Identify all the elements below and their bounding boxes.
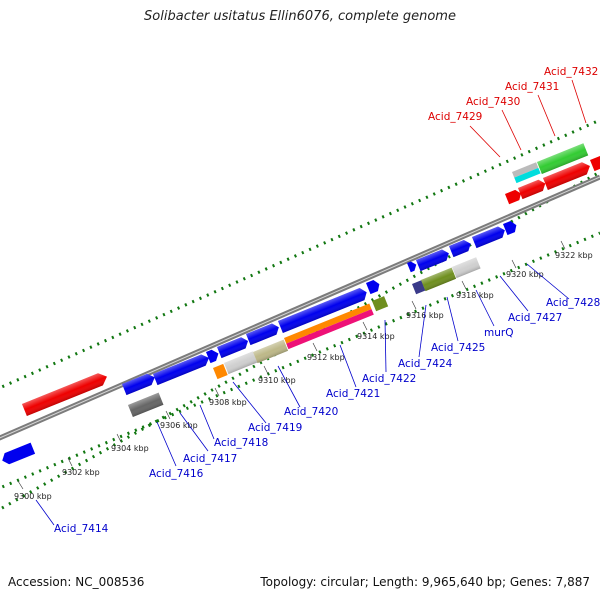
gene-label: Acid_7432 — [544, 66, 598, 78]
gene-label: Acid_7431 — [505, 81, 559, 93]
gene-block — [412, 280, 426, 295]
gene-block — [286, 309, 374, 350]
gene-label: Acid_7430 — [466, 96, 520, 108]
gene-label: murQ — [484, 327, 513, 339]
gene-label: Acid_7418 — [214, 437, 268, 449]
genome-backbone — [0, 174, 600, 441]
topology-text: Topology: circular; Length: 9,965,640 bp… — [260, 575, 590, 589]
gene-block — [372, 296, 389, 312]
label-leader-lines — [35, 79, 587, 526]
reverse-strand-genes — [2, 442, 36, 465]
gene-label: Acid_7428 — [546, 297, 600, 309]
map-title: Solibacter usitatus Ellin6076, complete … — [144, 9, 456, 24]
gene-label: Acid_7429 — [428, 111, 482, 123]
scale-tick-label: 9320 kbp — [506, 270, 544, 279]
scale-tick-label: 9300 kbp — [14, 492, 52, 501]
gene-labels: Acid_7414 Acid_7416 Acid_7417 Acid_7418 … — [54, 66, 600, 535]
gene-label: Acid_7424 — [398, 358, 453, 370]
gene-label: Acid_7417 — [183, 453, 237, 465]
tick-tracks — [0, 118, 600, 511]
gene-arrow — [407, 261, 417, 273]
gene-label: Acid_7422 — [362, 373, 416, 385]
gene-block — [511, 162, 539, 178]
gene-arrow — [505, 189, 521, 205]
gene-block — [514, 167, 541, 184]
inner-tick-track-lower — [0, 231, 600, 490]
gene-label: Acid_7420 — [284, 406, 338, 418]
scale-tick-label: 9318 kbp — [456, 291, 494, 300]
scale-tick-label: 9304 kbp — [111, 444, 149, 453]
gene-arrow — [2, 442, 36, 465]
gene-arrow — [590, 152, 600, 172]
scale-tick-label: 9306 kbp — [160, 421, 198, 430]
gene-label: Acid_7427 — [508, 312, 562, 324]
scale-tick-label: 9310 kbp — [258, 376, 296, 385]
scale-tick-label: 9312 kbp — [307, 353, 345, 362]
forward-strand-genes — [22, 152, 600, 417]
gene-label: Acid_7419 — [248, 422, 302, 434]
scale-ticks: 9300 kbp 9302 kbp 9304 kbp 9306 kbp 9308… — [14, 240, 593, 501]
gene-block — [284, 303, 372, 344]
accession-text: Accession: NC_008536 — [8, 575, 145, 589]
gene-label: Acid_7414 — [54, 523, 109, 535]
gene-label: Acid_7425 — [431, 342, 485, 354]
gene-label: Acid_7416 — [149, 468, 204, 480]
feature-blocks — [127, 143, 589, 418]
gene-arrow — [366, 280, 380, 295]
gene-label: Acid_7421 — [326, 388, 380, 400]
gene-arrow — [503, 221, 517, 236]
gene-arrow — [206, 349, 219, 364]
scale-tick-label: 9308 kbp — [209, 398, 247, 407]
scale-tick-label: 9302 kbp — [62, 468, 100, 477]
scale-tick-label: 9314 kbp — [357, 332, 395, 341]
gene-block — [213, 363, 228, 380]
outer-tick-track — [0, 118, 600, 390]
scale-tick-label: 9322 kbp — [555, 251, 593, 260]
